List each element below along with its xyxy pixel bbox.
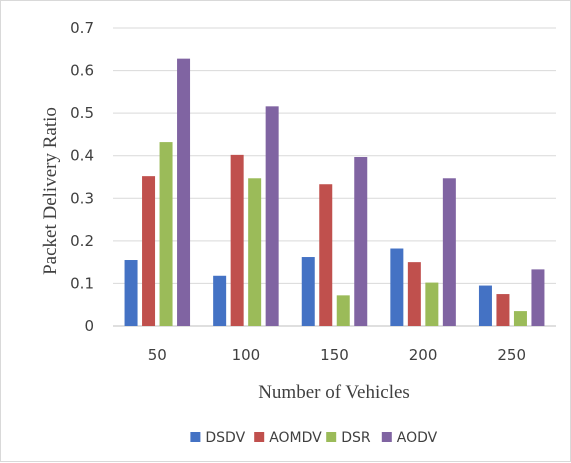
- y-tick-label: 0: [84, 317, 94, 335]
- legend-label: DSR: [341, 430, 371, 446]
- bars: [124, 58, 545, 327]
- legend: DSDV AOMDV DSR AODV: [190, 430, 438, 446]
- legend-swatch: [326, 432, 337, 442]
- bar-aomdv-250: [496, 294, 510, 326]
- y-tick-label: 0.3: [70, 189, 94, 207]
- legend-swatch: [190, 432, 201, 442]
- legend-item-dsr: DSR: [326, 430, 371, 446]
- x-tick-label: 150: [320, 346, 349, 364]
- x-tick-label: 50: [148, 346, 167, 364]
- x-axis-title: Number of Vehicles: [258, 382, 410, 403]
- bar-dsdv-200: [390, 248, 404, 326]
- y-tick-label: 0.1: [70, 274, 94, 292]
- bar-aodv-100: [265, 106, 279, 327]
- legend-item-dsdv: DSDV: [190, 430, 246, 446]
- bar-aodv-200: [442, 178, 456, 326]
- bar-aodv-50: [177, 58, 191, 326]
- bar-dsr-50: [159, 142, 173, 326]
- bar-aomdv-50: [142, 176, 156, 326]
- bar-dsr-250: [513, 311, 527, 326]
- y-tick-label: 0.6: [70, 62, 94, 80]
- bar-dsr-200: [425, 282, 439, 326]
- x-tick-label: 200: [409, 346, 438, 364]
- bar-dsdv-50: [124, 260, 138, 326]
- y-tick-label: 0.7: [70, 19, 94, 37]
- bar-dsdv-150: [301, 257, 315, 326]
- legend-label: DSDV: [205, 430, 245, 446]
- bar-aodv-150: [354, 156, 368, 326]
- bar-dsdv-100: [213, 275, 227, 326]
- y-tick-labels: 0 0.1 0.2 0.3 0.4 0.5 0.6 0.7: [70, 19, 94, 335]
- y-tick-label: 0.2: [70, 232, 94, 250]
- legend-label: AODV: [397, 430, 438, 446]
- legend-swatch: [381, 432, 392, 442]
- bar-dsr-150: [336, 295, 350, 326]
- x-tick-label: 100: [232, 346, 261, 364]
- y-tick-label: 0.4: [70, 147, 94, 165]
- legend-item-aodv: AODV: [381, 430, 438, 446]
- x-tick-label: 250: [497, 346, 526, 364]
- bar-aomdv-200: [407, 262, 421, 326]
- bar-dsr-100: [248, 178, 262, 326]
- bar-aodv-250: [531, 269, 545, 326]
- y-axis-title: Packet Delivery Ratio: [40, 107, 61, 275]
- bar-aomdv-150: [319, 184, 333, 326]
- y-tick-label: 0.5: [70, 104, 94, 122]
- legend-item-aomdv: AOMDV: [254, 430, 322, 446]
- legend-swatch: [254, 432, 265, 442]
- x-tick-labels: 50 100 150 200 250: [148, 346, 526, 364]
- legend-label: AOMDV: [269, 430, 322, 446]
- bar-aomdv-100: [230, 154, 244, 326]
- bar-dsdv-250: [478, 285, 492, 326]
